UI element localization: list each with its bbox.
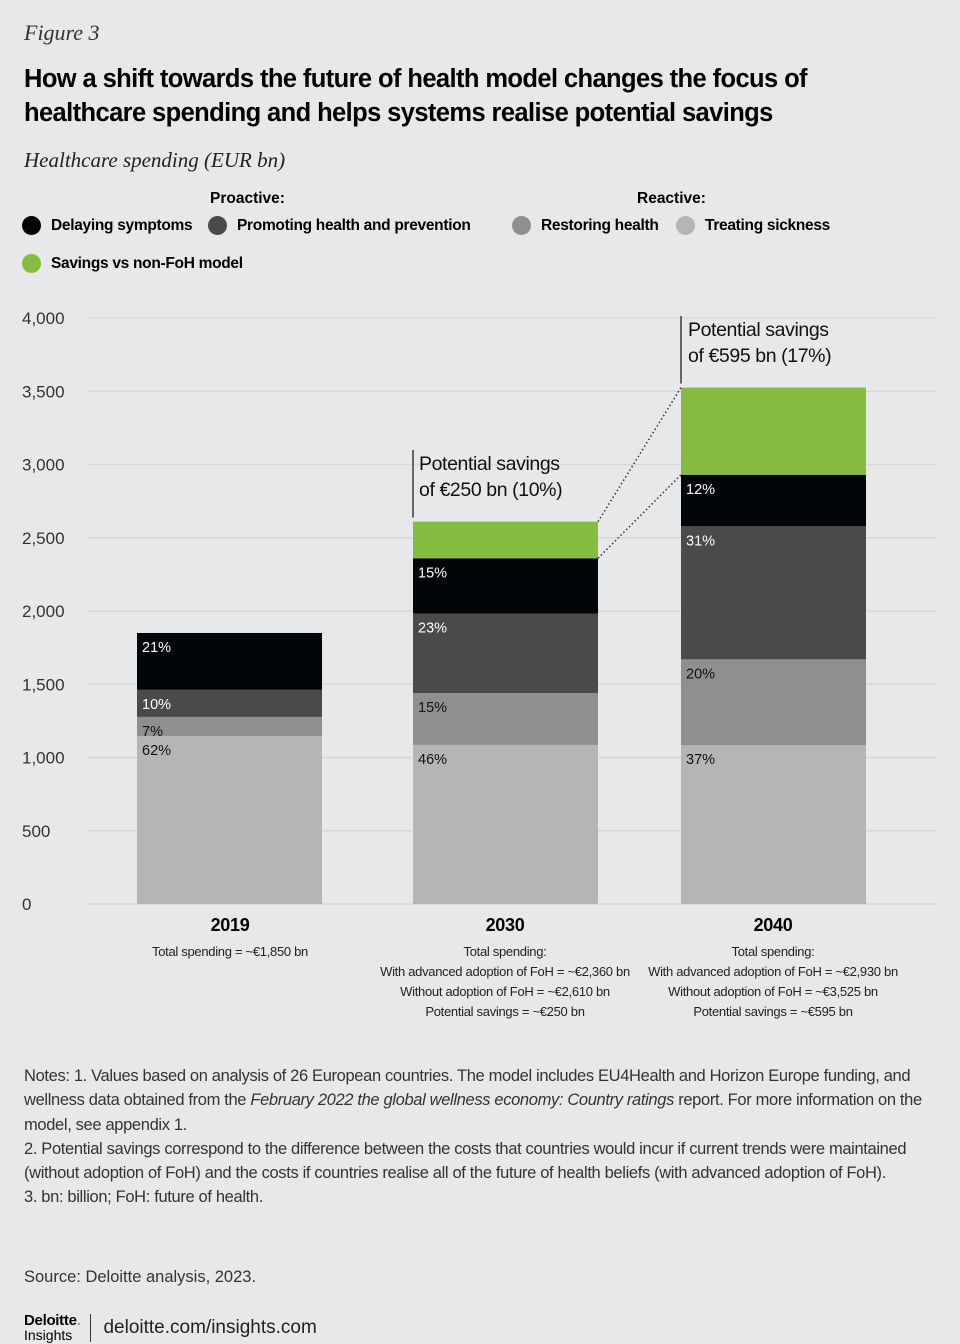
legend-heading-reactive: Reactive:	[637, 190, 706, 207]
bar-2040-delaying-symptoms	[681, 474, 866, 527]
data-label: 15%	[418, 565, 447, 581]
legend-item-promoting-health: Promoting health and prevention	[208, 216, 471, 235]
notes: Notes: 1. Values based on analysis of 26…	[24, 1064, 944, 1210]
data-label: 31%	[686, 533, 715, 549]
x-total-line: Total spending = ~€1,850 bn	[152, 944, 308, 959]
x-total-line: With advanced adoption of FoH = ~€2,360 …	[380, 964, 630, 979]
legend-item-treating-sickness: Treating sickness	[676, 216, 830, 235]
legend-item-delaying-symptoms: Delaying symptoms	[22, 216, 193, 235]
connector-line	[597, 387, 682, 523]
x-total-line: Total spending:	[463, 944, 547, 959]
bar-2030-treating-sickness	[413, 744, 598, 904]
legend-item-savings: Savings vs non-FoH model	[22, 254, 243, 273]
x-total-line: Total spending:	[731, 944, 815, 959]
x-label-2040: 2040 Total spending: With advanced adopt…	[623, 914, 923, 1022]
y-tick-label: 1,500	[22, 675, 65, 694]
legend-label: Delaying symptoms	[51, 216, 193, 234]
data-label: 23%	[418, 620, 447, 636]
legend-label: Restoring health	[541, 216, 659, 234]
footer-url[interactable]: deloitte.com/insights.com	[103, 1317, 317, 1338]
y-tick-label: 1,000	[22, 749, 65, 768]
note-1-text-end: report. For more information on the mode…	[24, 1091, 922, 1134]
y-tick-label: 4,000	[22, 309, 65, 328]
y-tick-label: 0	[22, 895, 31, 914]
connector-line	[597, 474, 682, 559]
bar-2040-promoting-health-and-prevention	[681, 526, 866, 660]
bar-2019-promoting-health-and-prevention	[137, 689, 322, 717]
legend-label: Treating sickness	[705, 216, 830, 234]
y-tick-label: 500	[22, 822, 50, 841]
bar-2030-promoting-health-and-prevention	[413, 613, 598, 694]
annotation-text: of €595 bn (17%)	[688, 345, 831, 367]
x-total-line: Potential savings = ~€250 bn	[425, 1004, 585, 1019]
data-label: 62%	[142, 743, 171, 759]
bar-2040-treating-sickness	[681, 745, 866, 904]
x-tick-label: 2030	[485, 915, 525, 935]
bar-2030-savings-vs-non-foh-model	[413, 521, 598, 559]
annotation-text: Potential savings	[688, 319, 829, 341]
data-label: 37%	[686, 752, 715, 768]
legend-swatch-promoting-health	[208, 216, 227, 235]
bar-2040-savings-vs-non-foh-model	[681, 387, 866, 475]
legend-heading-proactive: Proactive:	[210, 190, 285, 207]
bar-2019-restoring-health	[137, 716, 322, 736]
legend-swatch-savings	[22, 254, 41, 273]
annotation-text: of €250 bn (10%)	[419, 479, 562, 501]
x-total-line: Without adoption of FoH = ~€3,525 bn	[668, 984, 878, 999]
note-1: Notes: 1. Values based on analysis of 26…	[24, 1064, 944, 1137]
x-total-line: Potential savings = ~€595 bn	[693, 1004, 853, 1019]
logo-wordmark: Deloitte	[24, 1312, 77, 1329]
annotation-text: Potential savings	[419, 453, 560, 475]
logo-insights: Insights	[24, 1327, 73, 1343]
note-1-report-title: February 2022 the global wellness econom…	[250, 1091, 674, 1110]
footer: Deloitte. Insights deloitte.com/insights…	[24, 1312, 317, 1343]
data-label: 20%	[686, 666, 715, 682]
y-tick-label: 3,000	[22, 456, 65, 475]
chart-subtitle: Healthcare spending (EUR bn)	[24, 148, 286, 172]
legend-label: Promoting health and prevention	[237, 216, 471, 234]
y-tick-label: 2,500	[22, 529, 65, 548]
note-2: 2. Potential savings correspond to the d…	[24, 1139, 907, 1183]
x-total-line: With advanced adoption of FoH = ~€2,930 …	[648, 964, 898, 979]
x-label-2030: 2030 Total spending: With advanced adopt…	[355, 914, 655, 1022]
y-tick-label: 2,000	[22, 602, 65, 621]
bar-2019-treating-sickness	[137, 735, 322, 904]
chart-title: How a shift towards the future of health…	[24, 62, 924, 130]
data-label: 46%	[418, 752, 447, 768]
y-tick-label: 3,500	[22, 382, 65, 401]
footer-divider	[90, 1314, 92, 1342]
source: Source: Deloitte analysis, 2023.	[24, 1268, 257, 1286]
legend-item-restoring-health: Restoring health	[512, 216, 659, 235]
bar-2030-restoring-health	[413, 693, 598, 745]
legend-swatch-restoring-health	[512, 216, 531, 235]
x-label-2019: 2019 Total spending = ~€1,850 bn	[80, 914, 380, 962]
note-1-text: Notes: 1. Values based on analysis of 26…	[24, 1067, 911, 1110]
bar-2030-delaying-symptoms	[413, 558, 598, 614]
data-label: 12%	[686, 482, 715, 498]
bar-2040-restoring-health	[681, 659, 866, 746]
x-tick-label: 2019	[210, 915, 250, 935]
data-label: 15%	[418, 700, 447, 716]
x-tick-label: 2040	[753, 915, 793, 935]
data-label: 10%	[142, 697, 171, 713]
legend-swatch-delaying-symptoms	[22, 216, 41, 235]
figure-label: Figure 3	[24, 20, 100, 45]
x-total-line: Without adoption of FoH = ~€2,610 bn	[400, 984, 610, 999]
note-3: 3. bn: billion; FoH: future of health.	[24, 1188, 263, 1207]
data-label: 7%	[142, 724, 163, 740]
deloitte-insights-logo: Deloitte. Insights	[24, 1312, 81, 1343]
chart-title-line-2: healthcare spending and helps systems re…	[24, 99, 773, 127]
chart-title-line-1: How a shift towards the future of health…	[24, 65, 808, 93]
logo-dot: .	[76, 1312, 81, 1329]
data-label: 21%	[142, 640, 171, 656]
legend-label: Savings vs non-FoH model	[51, 254, 243, 272]
bar-2019-delaying-symptoms	[137, 632, 322, 690]
legend-swatch-treating-sickness	[676, 216, 695, 235]
